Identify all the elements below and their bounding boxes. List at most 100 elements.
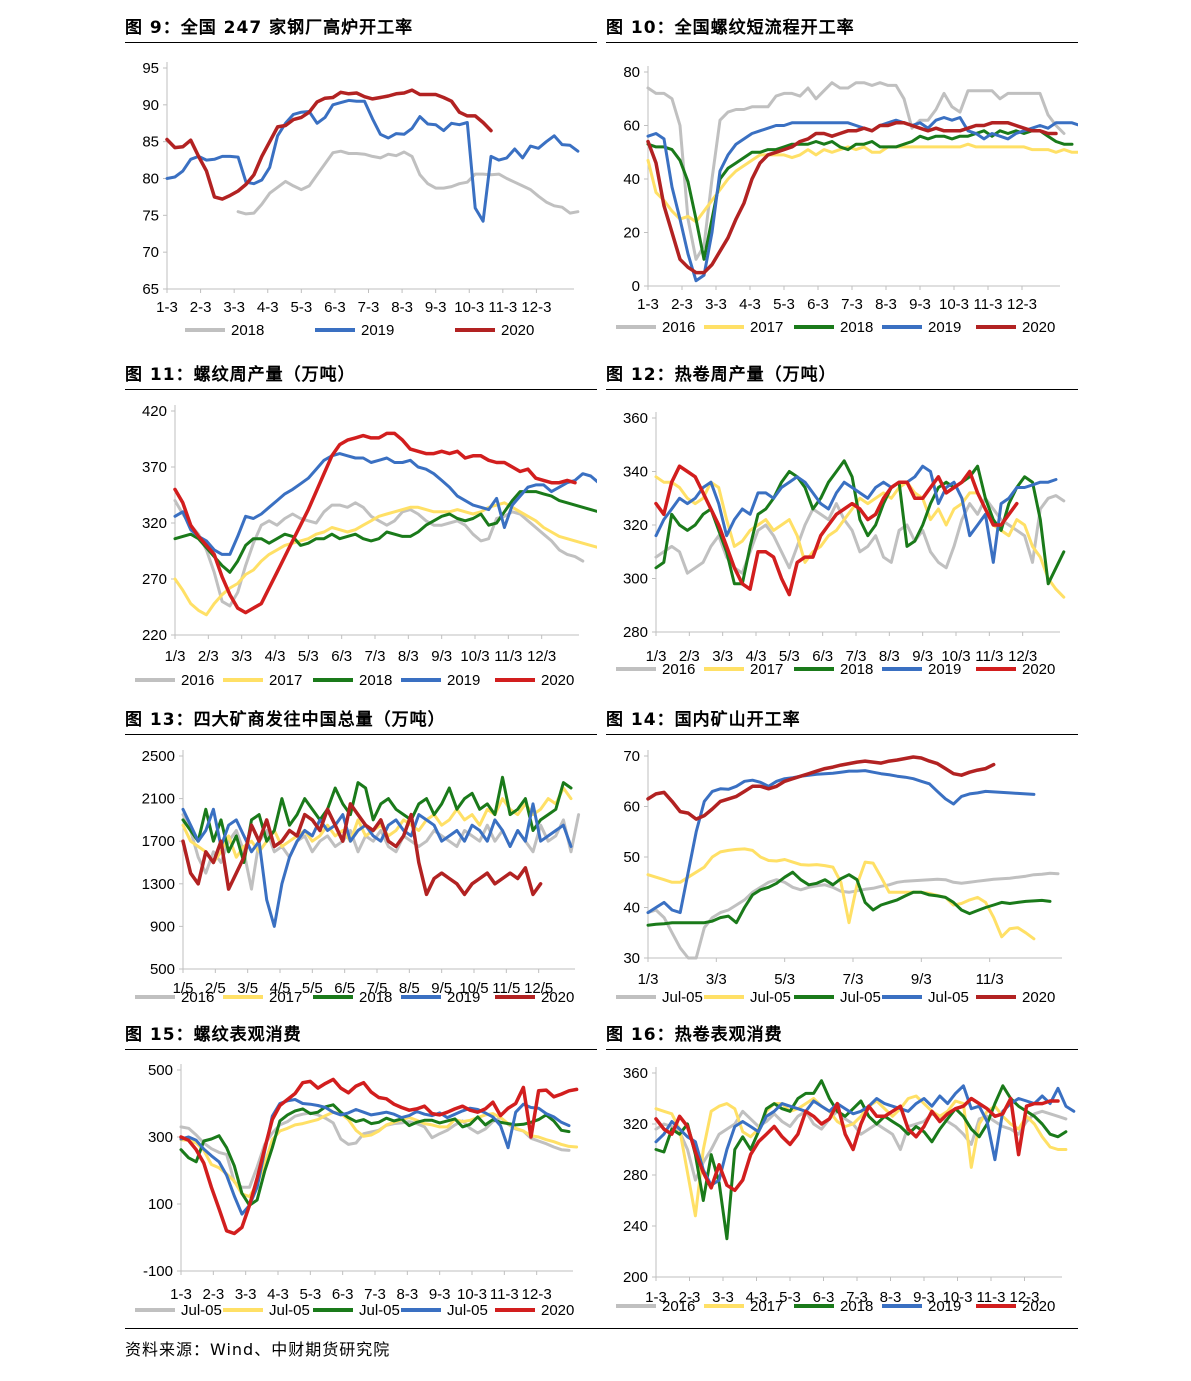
chart-title: 图 16：热卷表观消费	[606, 1021, 1078, 1050]
x-tick-label: 11/3	[976, 971, 1004, 988]
series-line-0	[646, 81, 1066, 261]
x-tick-label: 1-3	[637, 296, 659, 313]
y-tick-label: 240	[623, 1218, 648, 1235]
x-tick-label: 10/3	[941, 648, 970, 665]
x-tick-label: 6-3	[324, 299, 346, 316]
x-tick-label: 10-3	[939, 296, 969, 313]
series-line-2	[654, 1079, 1068, 1241]
x-tick-label: 2/5	[205, 980, 226, 997]
x-tick-label: 10/3	[460, 648, 489, 665]
series-line-0	[654, 1109, 1068, 1182]
series-line-3	[646, 116, 1078, 283]
legend-label: 2020	[1022, 989, 1055, 1006]
y-tick-label: 2100	[142, 791, 175, 808]
x-tick-label: 2-3	[190, 299, 212, 316]
x-tick-label: 7-3	[841, 296, 863, 313]
series-line-1	[654, 475, 1066, 599]
chart-title: 图 14：国内矿山开工率	[606, 706, 1078, 735]
x-tick-label: 9/3	[431, 648, 452, 665]
series-line-3	[179, 1098, 571, 1216]
x-tick-label: 3-3	[705, 296, 727, 313]
legend-label: 2017	[750, 1298, 783, 1315]
x-tick-label: 1/5	[173, 980, 194, 997]
legend-label: 2019	[361, 322, 394, 339]
panel-chart-15: 图 15：螺纹表观消费 500 300 100 -100 1-3 2-3 3-3 4-3 5-3…	[125, 1021, 597, 1326]
x-tick-label: 2-3	[202, 1286, 224, 1303]
legend-label: 2017	[269, 989, 302, 1006]
series-line-2	[181, 775, 573, 864]
x-tick-label: 7/3	[843, 971, 864, 988]
series-line-0	[646, 871, 1060, 960]
chart-title-text: 图 11：螺纹周产量（万吨）	[125, 365, 356, 385]
y-tick-label: 85	[142, 134, 159, 151]
x-tick-label: 6-3	[807, 296, 829, 313]
x-tick-label: 12-3	[522, 1286, 552, 1303]
y-tick-label: 500	[150, 961, 175, 978]
x-tick-label: 12-3	[1007, 296, 1037, 313]
chart-title-text: 图 16：热卷表观消费	[606, 1025, 783, 1045]
x-tick-label: 5/3	[774, 971, 795, 988]
x-tick-label: 12/3	[1008, 648, 1037, 665]
x-tick-label: 3-3	[223, 299, 245, 316]
y-tick-label: 1700	[142, 833, 175, 850]
x-tick-label: 5/5	[302, 980, 323, 997]
panel-chart-10: 图 10：全国螺纹短流程开工率 80 60 40 20 0 1-3 2-3 3-3 4-3 5-3…	[606, 14, 1078, 354]
y-tick-label: 60	[623, 118, 640, 135]
x-tick-label: 7-3	[358, 299, 380, 316]
series-line-2	[654, 459, 1066, 586]
x-tick-label: 3-3	[235, 1286, 257, 1303]
series-line-0	[654, 494, 1066, 575]
x-tick-label: 2/3	[198, 648, 219, 665]
chart-title: 图 11：螺纹周产量（万吨）	[125, 361, 597, 390]
legend-label: 2016	[662, 319, 695, 336]
y-tick-label: 320	[142, 515, 167, 532]
series-line-1	[165, 98, 580, 223]
x-tick-label: 8/3	[879, 648, 900, 665]
y-tick-label: 270	[142, 571, 167, 588]
x-tick-label: 6-3	[813, 1289, 835, 1306]
y-tick-label: 300	[148, 1129, 173, 1146]
panel-chart-9: 图 9：全国 247 家钢厂高炉开工率 95 90 85 80 75 70 65 1-3 2-3…	[125, 14, 597, 354]
x-tick-label: 12-3	[521, 299, 551, 316]
x-tick-label: 11-3	[977, 1289, 1006, 1306]
y-tick-label: 360	[623, 1065, 648, 1082]
y-tick-label: 320	[623, 1116, 648, 1133]
legend-label: 2019	[447, 672, 480, 689]
x-tick-label: 1-3	[170, 1286, 192, 1303]
x-tick-label: 4-3	[746, 1289, 768, 1306]
legend-label: 2016	[662, 1298, 695, 1315]
y-tick-label: 30	[623, 950, 640, 967]
series-line-4	[173, 431, 577, 615]
x-tick-label: 9-3	[913, 1289, 935, 1306]
panel-chart-12: 图 12：热卷周产量（万吨） 360 340 320 300 280 1/3 2/3 3/3 4…	[606, 361, 1078, 701]
legend-label: 2019	[928, 1298, 961, 1315]
y-tick-label: 420	[142, 403, 167, 420]
y-tick-label: 280	[623, 1167, 648, 1184]
legend-label: 2018	[840, 661, 873, 678]
panel-chart-11: 图 11：螺纹周产量（万吨） 420 370 320 270 220 1/3 2/3 3/3 4…	[125, 361, 597, 701]
line-chart-hrc-output: 360 340 320 300 280 1/3 2/3 3/3 4/3 5/3 6/3 7/3 8/3 9…	[616, 410, 1066, 678]
legend-label: Jul-05	[447, 1302, 488, 1319]
x-tick-label: 1/3	[646, 648, 667, 665]
x-tick-label: 7/3	[365, 648, 386, 665]
x-tick-label: 12/3	[527, 648, 556, 665]
x-tick-label: 5-3	[290, 299, 312, 316]
y-tick-label: 1300	[142, 876, 175, 893]
series-line-2	[646, 870, 1052, 927]
x-tick-label: 9-3	[909, 296, 931, 313]
legend-label: Jul-05	[840, 989, 881, 1006]
x-tick-label: 3/3	[231, 648, 252, 665]
x-tick-label: 11-3	[490, 1286, 519, 1303]
x-tick-label: 2/3	[679, 648, 700, 665]
y-tick-label: 60	[623, 799, 640, 816]
line-chart-blast-furnace: 95 90 85 80 75 70 651-3 2-3 3-3 4-3 5-3 6-3 7-3 8-3 9-…	[142, 60, 580, 339]
x-tick-label: 7-3	[364, 1286, 386, 1303]
chart-title: 图 12：热卷周产量（万吨）	[606, 361, 1078, 390]
x-tick-label: 5/3	[298, 648, 319, 665]
legend-label: 2020	[541, 672, 574, 689]
x-tick-label: 5-3	[299, 1286, 321, 1303]
x-tick-label: 4/3	[265, 648, 286, 665]
y-tick-label: 50	[623, 849, 640, 866]
y-tick-label: 360	[623, 410, 648, 427]
legend-label: 2017	[750, 661, 783, 678]
